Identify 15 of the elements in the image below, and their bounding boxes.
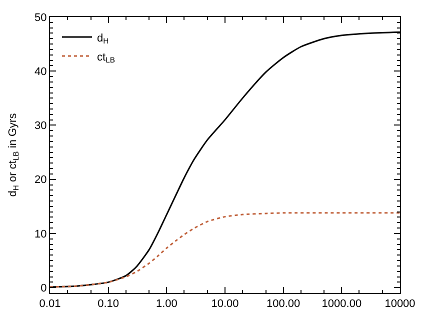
legend-label: d$_{H}$ <box>97 32 109 46</box>
x-tick-label: 1.00 <box>156 298 178 310</box>
x-tick-label: 0.10 <box>98 298 120 310</box>
x-tick-label: 10.00 <box>211 298 239 310</box>
x-tick-label: 1000.00 <box>322 298 362 310</box>
y-tick-label: 20 <box>34 174 47 186</box>
y-tick-label: 0 <box>40 282 47 294</box>
x-tick-label: 0.01 <box>39 298 61 310</box>
x-tick-label: 100.00 <box>266 298 300 310</box>
legend-label: ct$_{LB}$ <box>97 51 115 65</box>
y-tick-label: 40 <box>34 66 47 78</box>
y-tick-label: 10 <box>34 228 47 240</box>
y-tick-label: 50 <box>34 12 47 24</box>
y-tick-label: 30 <box>34 120 47 132</box>
x-tick-label: 10000 <box>384 298 416 310</box>
